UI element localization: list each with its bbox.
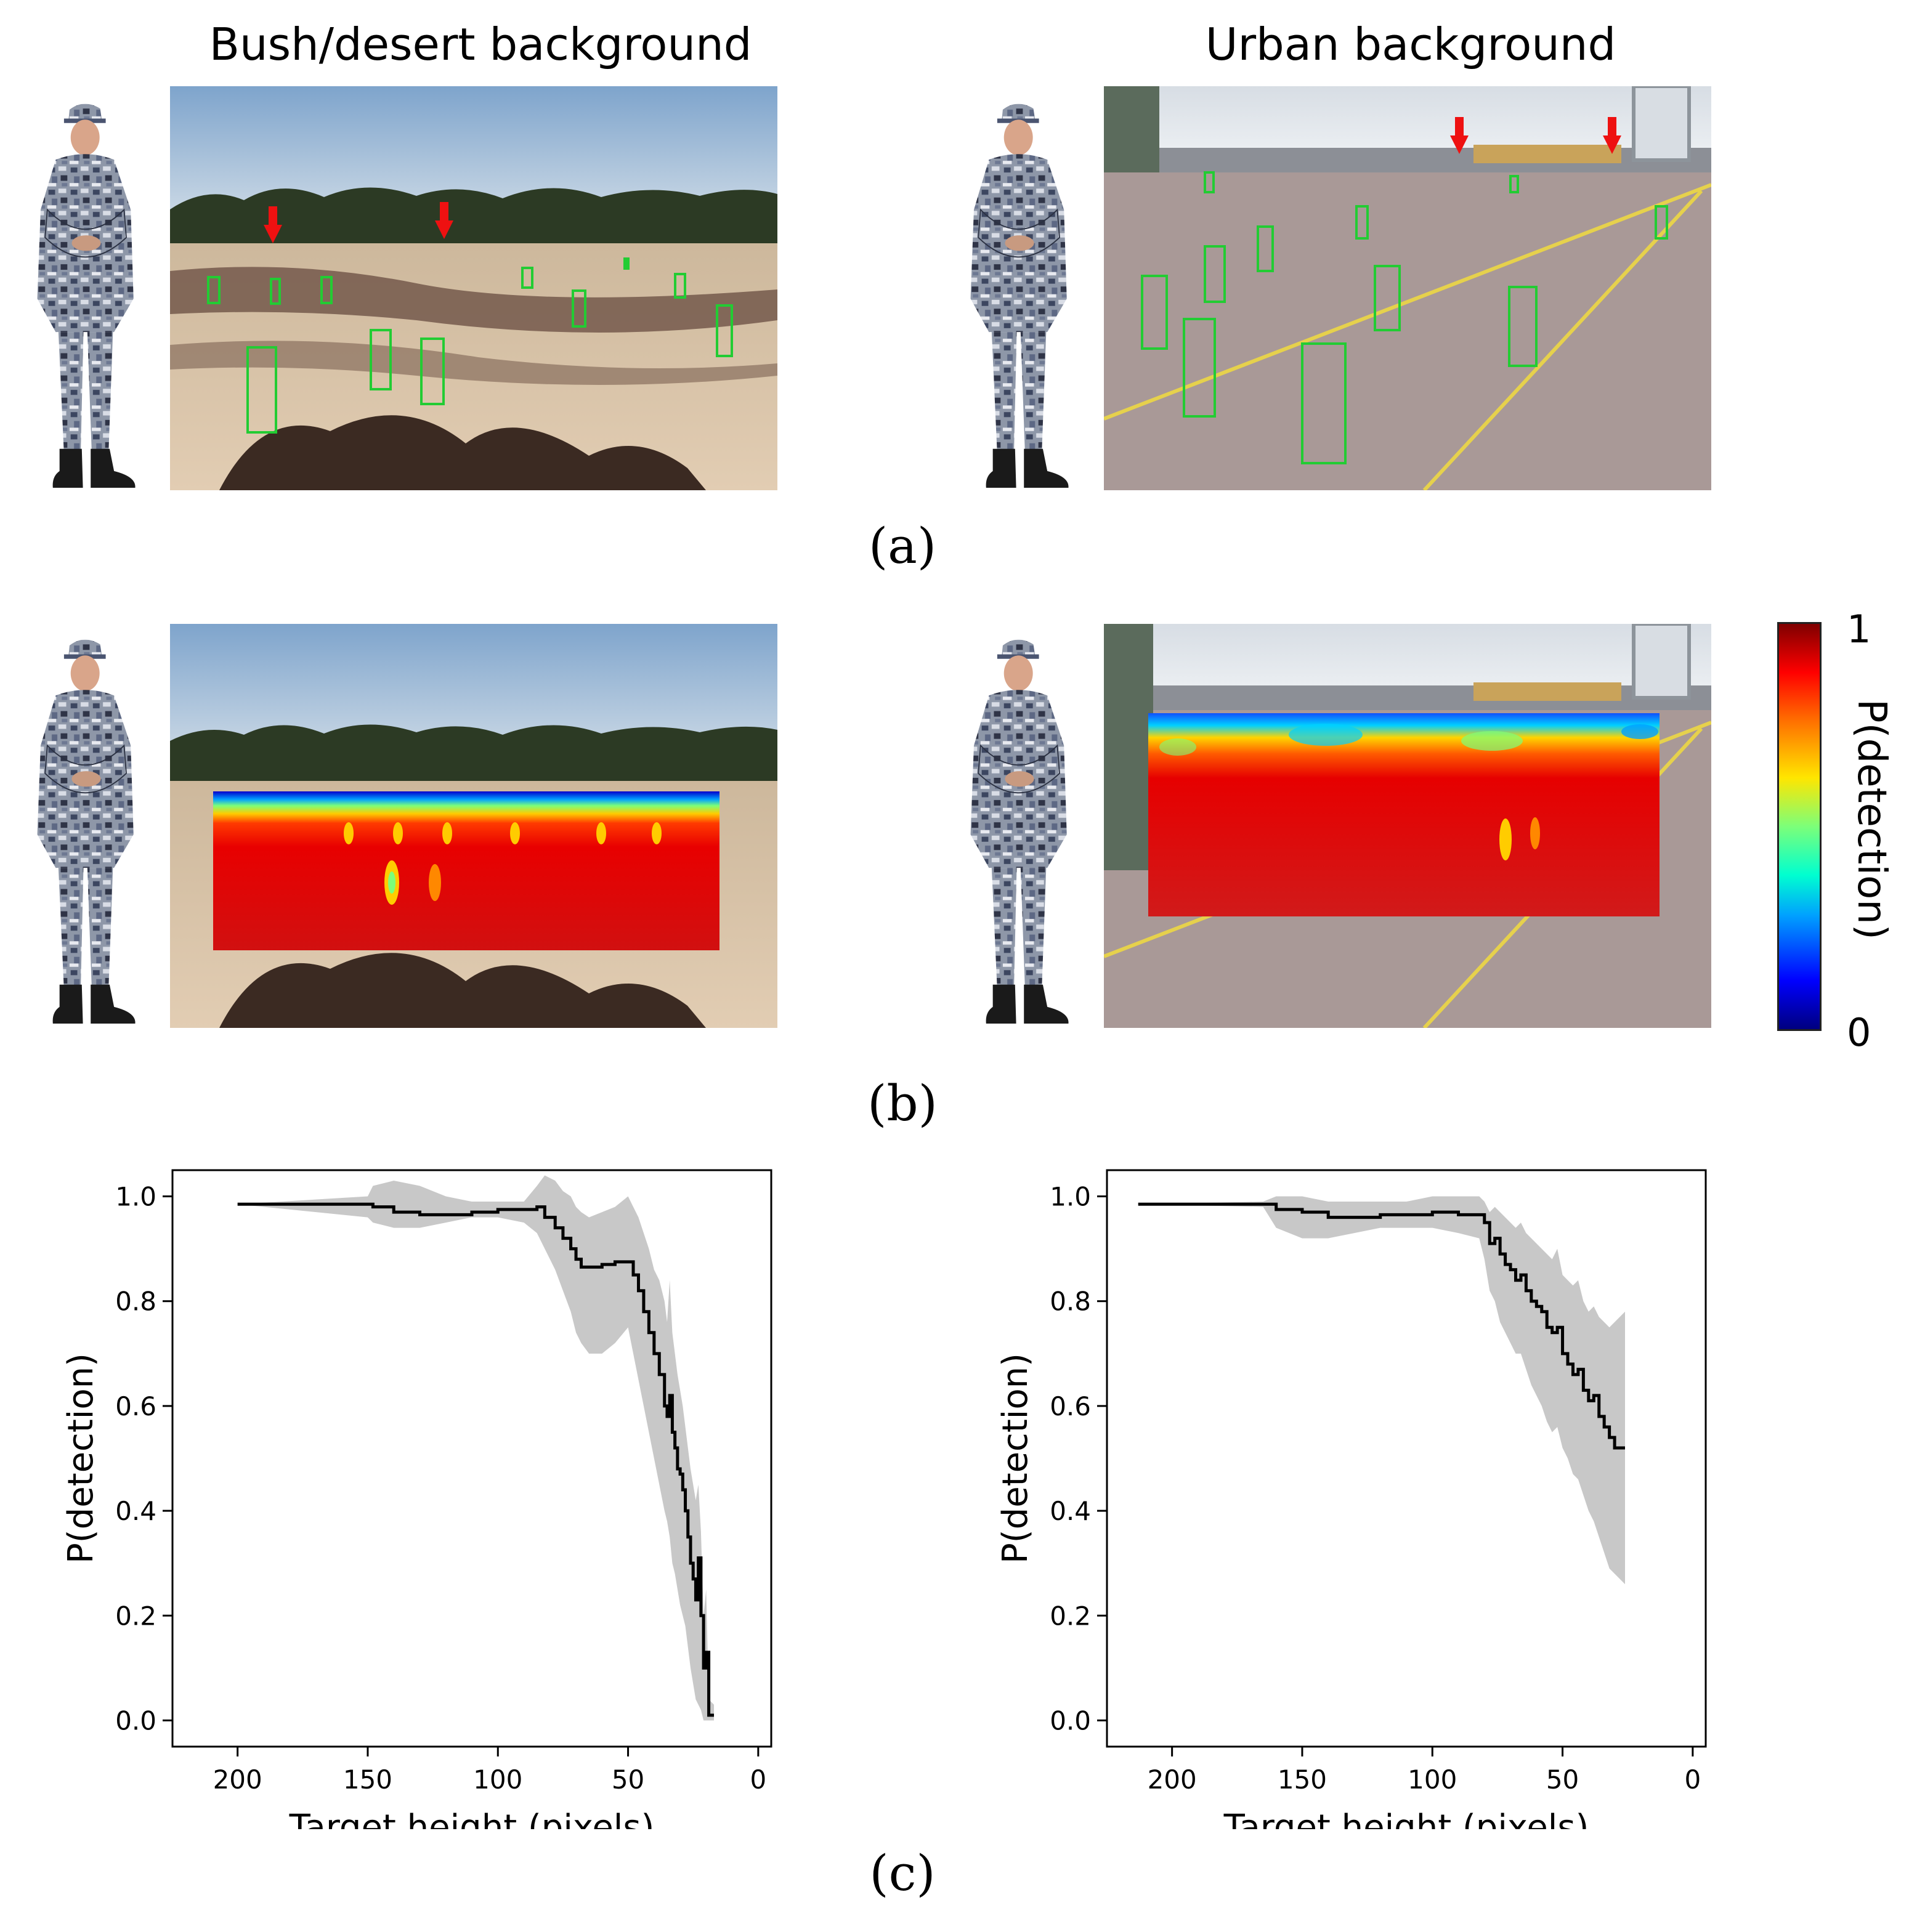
- y-tick-label: 0.6: [1050, 1391, 1091, 1421]
- x-tick-label: 0: [750, 1764, 767, 1795]
- plot-frame: [1106, 1169, 1707, 1748]
- y-tick-label: 0.4: [115, 1496, 156, 1526]
- detection-curve-line: [237, 1202, 715, 1717]
- soldier-figure-icon: [970, 103, 1069, 488]
- desert-scene-image: [170, 86, 777, 490]
- y-axis-label: P(detection): [61, 1353, 101, 1564]
- x-axis-label: Target height (pixels): [289, 1808, 655, 1829]
- detection-curve-chart-urban: 200 150 100 50 0 0.0 0.2 0.4 0.6 0.8 1.0 Target hei…: [995, 1169, 1707, 1829]
- urban-scene-image: [1104, 86, 1711, 490]
- panel-label-a: (a): [868, 517, 937, 575]
- confidence-band: [237, 1175, 715, 1721]
- x-tick-label: 200: [1148, 1764, 1197, 1795]
- red-arrow-marker-icon: [435, 202, 453, 239]
- colorbar: [1777, 622, 1822, 1031]
- y-tick-label: 0.0: [1050, 1705, 1091, 1736]
- x-tick-label: 50: [612, 1764, 644, 1795]
- y-tick-label: 1.0: [115, 1182, 156, 1212]
- y-tick-label: 0.6: [115, 1391, 156, 1421]
- left-column-title: Bush/desert background: [209, 18, 752, 70]
- plot-frame: [171, 1169, 772, 1748]
- red-arrow-marker-icon: [1450, 117, 1469, 154]
- soldier-figure-icon: [36, 103, 136, 488]
- x-tick-label: 100: [473, 1764, 522, 1795]
- colorbar-max-label: 1: [1847, 607, 1871, 652]
- soldier-figure-icon: [970, 639, 1069, 1024]
- detection-curve-line: [1138, 1202, 1625, 1450]
- x-tick-label: 0: [1685, 1764, 1701, 1795]
- y-axis-label: P(detection): [995, 1353, 1036, 1564]
- detection-curve-chart-desert: 200 150 100 50 0 0.0 0.2 0.4 0.6 0.8 1.0 Target hei…: [61, 1169, 772, 1829]
- panel-label-b: (b): [867, 1075, 938, 1132]
- desert-detection-heatmap: [170, 624, 777, 1028]
- y-tick-label: 0.2: [1050, 1601, 1091, 1631]
- y-tick-label: 0.4: [1050, 1496, 1091, 1526]
- red-arrow-marker-icon: [1603, 117, 1621, 154]
- right-column-title: Urban background: [1205, 18, 1616, 70]
- red-arrow-marker-icon: [264, 206, 282, 243]
- soldier-reference-b-left: [18, 634, 154, 1035]
- colorbar-title: P(detection): [1849, 699, 1894, 940]
- panel-label-c: (c): [869, 1845, 936, 1902]
- y-tick-label: 0.0: [115, 1705, 156, 1736]
- y-tick-label: 0.8: [115, 1287, 156, 1317]
- y-tick-label: 0.8: [1050, 1287, 1091, 1317]
- soldier-reference-a-left: [18, 99, 154, 499]
- y-tick-label: 0.2: [115, 1601, 156, 1631]
- urban-detection-heatmap: [1104, 624, 1711, 1028]
- confidence-band: [1138, 1196, 1625, 1585]
- x-tick-label: 150: [1278, 1764, 1327, 1795]
- x-tick-label: 150: [343, 1764, 392, 1795]
- soldier-reference-a-right: [952, 99, 1087, 499]
- y-tick-label: 1.0: [1050, 1182, 1091, 1212]
- soldier-figure-icon: [36, 639, 136, 1024]
- x-tick-label: 200: [213, 1764, 262, 1795]
- soldier-reference-b-right: [952, 634, 1087, 1035]
- colorbar-min-label: 0: [1847, 1010, 1871, 1055]
- x-tick-label: 50: [1546, 1764, 1579, 1795]
- x-tick-label: 100: [1408, 1764, 1457, 1795]
- x-axis-label: Target height (pixels): [1223, 1808, 1589, 1829]
